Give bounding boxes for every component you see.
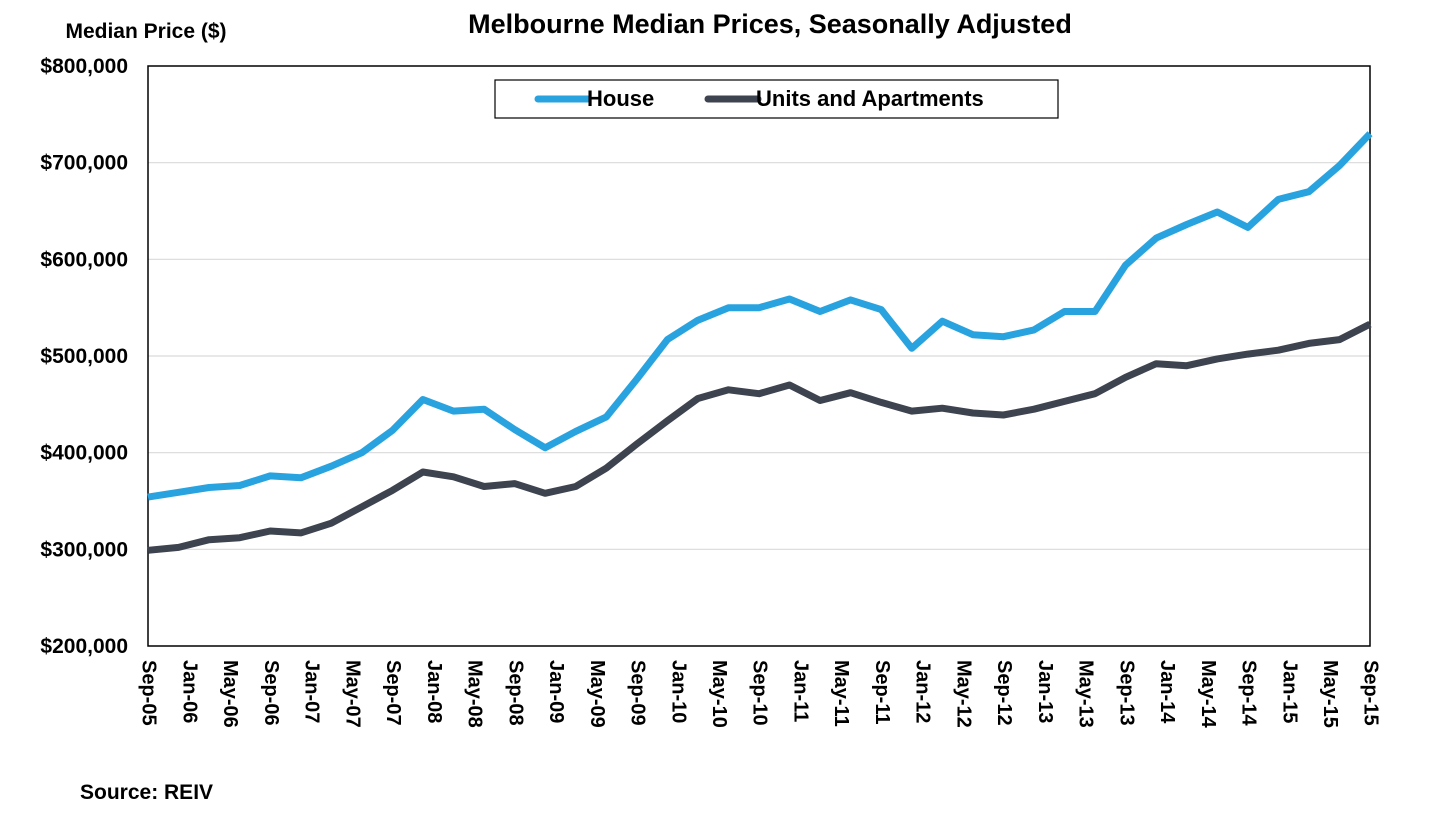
y-tick-label: $800,000 [40, 55, 128, 78]
gridlines [148, 162, 1370, 550]
plot-area [147, 65, 1371, 647]
x-axis-ticks: Sep-05 Jan-06 May-06 Sep-06 Jan-07 May-07 Sep-… [138, 660, 1382, 729]
x-tick-label: Jan-06 [178, 660, 200, 723]
x-tick-label: Sep-12 [993, 660, 1015, 726]
x-tick-label: May-14 [1197, 660, 1219, 729]
x-tick-label: Sep-13 [1115, 660, 1137, 726]
x-tick-label: May-07 [341, 660, 363, 728]
x-tick-label: Jan-12 [912, 660, 934, 723]
x-tick-label: Jan-07 [301, 660, 323, 723]
x-tick-label: May-09 [586, 660, 608, 728]
x-tick-label: Sep-15 [1360, 660, 1382, 726]
x-tick-label: May-08 [464, 660, 486, 728]
y-tick-label: $500,000 [40, 345, 128, 368]
x-tick-label: Jan-11 [789, 660, 811, 722]
x-tick-label: May-11 [830, 660, 852, 727]
x-tick-label: Sep-05 [138, 660, 160, 726]
x-tick-label: Jan-10 [667, 660, 689, 723]
x-tick-label: May-06 [219, 660, 241, 728]
x-tick-label: Sep-09 [627, 660, 649, 726]
x-tick-label: May-15 [1319, 660, 1341, 728]
x-tick-label: May-13 [1075, 660, 1097, 728]
x-tick-label: Sep-14 [1238, 660, 1260, 726]
series-line-units [147, 320, 1372, 554]
y-tick-label: $600,000 [40, 248, 128, 271]
y-tick-label: $200,000 [40, 635, 128, 658]
y-tick-label: $400,000 [40, 442, 128, 465]
x-tick-label: Sep-06 [260, 660, 282, 726]
y-axis-ticks: $200,000 $300,000 $400,000 $500,000 $600,000… [40, 55, 128, 658]
source-note: Source: REIV [80, 781, 213, 804]
x-tick-label: Sep-08 [504, 660, 526, 726]
x-tick-label: Jan-14 [1156, 660, 1178, 724]
legend-label-house: House [587, 86, 654, 111]
x-tick-label: Jan-08 [423, 660, 445, 723]
y-tick-label: $300,000 [40, 538, 128, 561]
y-axis-label: Median Price ($) [65, 20, 226, 43]
x-tick-label: May-10 [708, 660, 730, 728]
y-tick-label: $700,000 [40, 152, 128, 175]
series-line-house [147, 131, 1373, 501]
x-tick-label: Sep-11 [871, 660, 893, 724]
x-tick-label: Sep-07 [382, 660, 404, 726]
series-lines [147, 131, 1373, 554]
chart-title: Melbourne Median Prices, Seasonally Adju… [468, 9, 1072, 39]
legend-label-units: Units and Apartments [756, 86, 984, 111]
legend: House Units and Apartments [494, 79, 1059, 119]
x-tick-label: Jan-09 [545, 660, 567, 723]
x-tick-label: Jan-15 [1278, 660, 1300, 723]
x-tick-label: Jan-13 [1034, 660, 1056, 723]
x-tick-label: May-12 [952, 660, 974, 728]
x-tick-label: Sep-10 [749, 660, 771, 726]
